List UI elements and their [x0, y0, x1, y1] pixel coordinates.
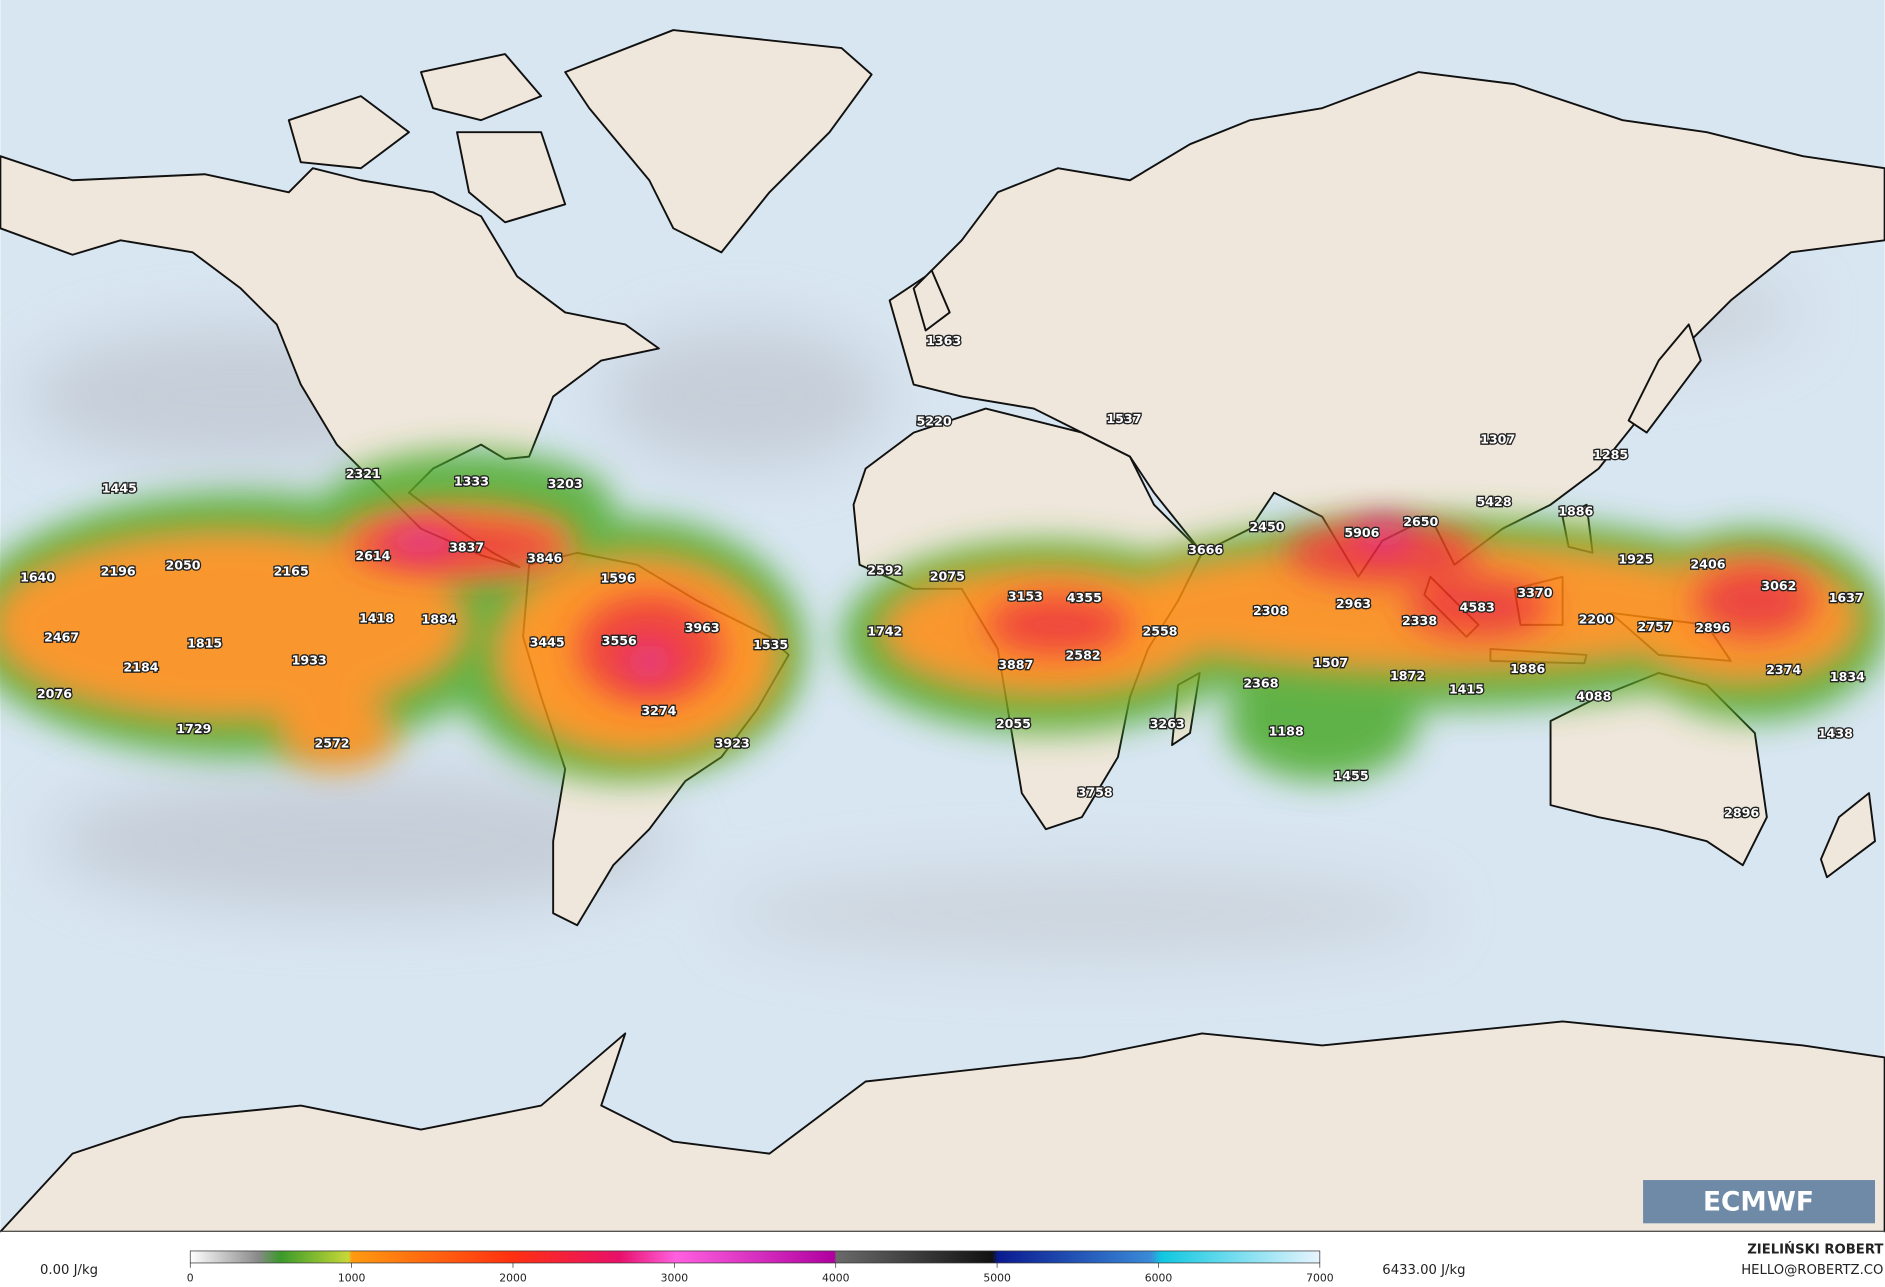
value-label: 1307	[1480, 431, 1515, 446]
min-label: 0.00 J/kg	[40, 1263, 98, 1278]
value-label: 3445	[530, 634, 565, 649]
value-label: 1637	[1829, 590, 1864, 605]
colorbar-tick-label: 6000	[1145, 1272, 1173, 1285]
value-label: 1729	[176, 721, 211, 736]
value-label: 1933	[292, 652, 327, 667]
value-label: 2572	[314, 735, 349, 750]
value-label: 1285	[1593, 447, 1628, 462]
value-label: 1742	[867, 624, 902, 639]
arctic-islands	[287, 53, 567, 224]
value-label: 5906	[1344, 525, 1379, 540]
value-label: 1537	[1106, 411, 1141, 426]
value-label: 3370	[1517, 585, 1552, 600]
cape-field	[0, 450, 1885, 782]
colorbar-tick-label: 1000	[338, 1272, 366, 1285]
japan	[1627, 323, 1702, 434]
value-label: 1815	[187, 636, 222, 651]
value-labels: 1363 5220 1537 2321 1333 3203 1445 3837 3846 2614…	[19, 331, 1867, 821]
value-label: 2896	[1724, 805, 1759, 820]
value-label: 3556	[602, 633, 637, 648]
value-label: 3923	[715, 735, 750, 750]
value-label: 1333	[454, 473, 489, 488]
value-label: 2165	[274, 564, 309, 579]
value-label: 2184	[123, 660, 158, 675]
value-label: 3062	[1761, 578, 1796, 593]
value-label: 2896	[1695, 620, 1730, 635]
value-label: 1438	[1818, 726, 1853, 741]
value-label: 1886	[1558, 503, 1593, 518]
value-label: 3203	[548, 476, 583, 491]
value-label: 1455	[1334, 768, 1369, 783]
value-label: 2757	[1638, 619, 1673, 634]
colorbar-tick-label: 2000	[499, 1272, 527, 1285]
value-label: 2055	[996, 716, 1031, 731]
value-label: 2592	[867, 562, 902, 577]
colorbar-ticks: 0 1000 2000 3000 4000 5000 6000 7000	[187, 1262, 1334, 1285]
value-label: 2963	[1336, 596, 1371, 611]
logo-box	[1643, 1180, 1876, 1224]
value-label: 3263	[1150, 716, 1185, 731]
value-label: 2200	[1579, 612, 1614, 627]
value-label: 3274	[641, 703, 676, 718]
value-label: 2650	[1403, 514, 1438, 529]
value-label: 1363	[926, 333, 961, 348]
value-label: 1535	[753, 637, 788, 652]
colorbar-tick-label: 5000	[983, 1272, 1011, 1285]
value-label: 1445	[102, 481, 137, 496]
colorbar-tick-label: 0	[187, 1272, 194, 1285]
value-label: 2582	[1066, 648, 1101, 663]
colorbar	[189, 1250, 1321, 1264]
value-label: 4583	[1460, 600, 1495, 615]
value-label: 2338	[1402, 613, 1437, 628]
value-label: 2614	[355, 548, 390, 563]
value-label: 3963	[685, 620, 720, 635]
value-label: 4355	[1067, 590, 1102, 605]
value-label: 4088	[1576, 688, 1611, 703]
value-label: 2075	[930, 568, 965, 583]
value-label: 5220	[917, 413, 952, 428]
value-label: 5428	[1477, 494, 1512, 509]
value-label: 1872	[1390, 668, 1425, 683]
value-label: 3846	[527, 550, 562, 565]
value-label: 2467	[44, 630, 79, 645]
colorbar-tick-label: 3000	[661, 1272, 689, 1285]
colorbar-tick-label: 4000	[822, 1272, 850, 1285]
antarctica	[0, 1020, 1885, 1233]
value-label: 1596	[600, 571, 635, 586]
uk	[912, 269, 951, 332]
value-label: 1415	[1449, 681, 1484, 696]
value-label: 3666	[1188, 542, 1223, 557]
value-label: 2368	[1243, 675, 1278, 690]
value-label: 2558	[1142, 624, 1177, 639]
value-label: 1925	[1618, 551, 1653, 566]
value-label: 2196	[101, 564, 136, 579]
value-label: 1834	[1830, 669, 1865, 684]
value-label: 2076	[37, 686, 72, 701]
value-label: 2050	[165, 557, 200, 572]
value-label: 1188	[1269, 723, 1304, 738]
value-label: 2308	[1253, 603, 1288, 618]
value-label: 1507	[1313, 655, 1348, 670]
value-label: 1640	[20, 570, 55, 585]
value-label: 3153	[1008, 589, 1043, 604]
value-label: 2450	[1249, 519, 1284, 534]
value-label: 3837	[449, 539, 484, 554]
value-label: 2321	[346, 466, 381, 481]
colorbar-tick-label: 7000	[1306, 1272, 1334, 1285]
contact: HELLO@ROBERTZ.CO	[1741, 1263, 1883, 1278]
value-label: 2374	[1766, 662, 1801, 677]
logo: ECMWF	[1703, 1186, 1814, 1217]
value-label: 3887	[998, 657, 1033, 672]
max-label: 6433.00 J/kg	[1382, 1263, 1465, 1278]
author: ZIELIŃSKI ROBERT	[1747, 1240, 1883, 1258]
value-label: 1418	[359, 610, 394, 625]
value-label: 3758	[1078, 785, 1113, 800]
value-label: 2406	[1690, 556, 1725, 571]
new-zealand	[1819, 792, 1876, 879]
greenland	[564, 29, 873, 254]
value-label: 1884	[421, 612, 456, 627]
value-label: 1886	[1510, 661, 1545, 676]
